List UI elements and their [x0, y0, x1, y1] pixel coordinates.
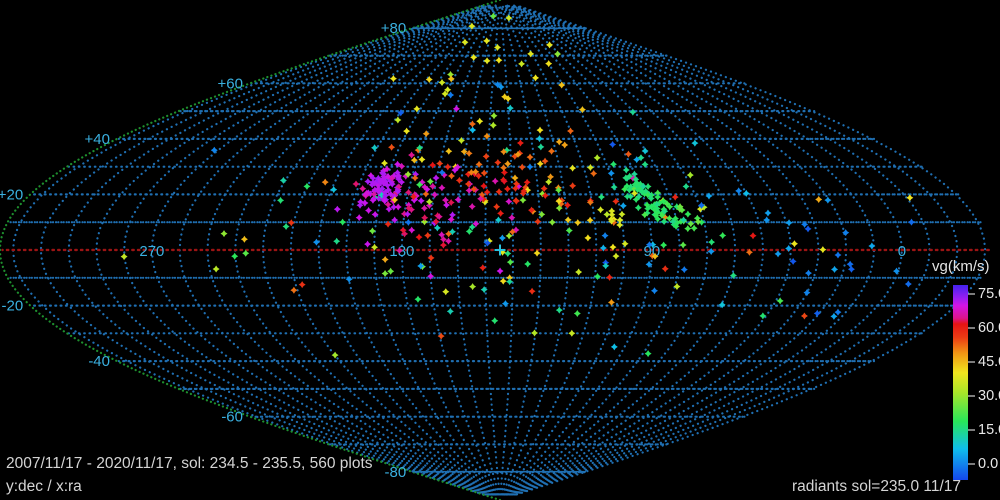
svg-text:vg(km/s): vg(km/s) [932, 258, 990, 275]
svg-text:+20: +20 [0, 186, 23, 203]
svg-text:-20: -20 [2, 298, 24, 315]
svg-text:-80: -80 [385, 464, 407, 481]
svg-text:0.0: 0.0 [978, 456, 998, 472]
svg-text:30.0: 30.0 [978, 388, 1000, 404]
svg-text:radiants sol=235.0 11/17: radiants sol=235.0 11/17 [792, 478, 961, 495]
svg-text:45.0: 45.0 [978, 354, 1000, 370]
svg-text:+40: +40 [85, 131, 110, 148]
svg-text:-40: -40 [88, 353, 110, 370]
svg-text:+80: +80 [381, 20, 406, 37]
svg-text:75.0: 75.0 [978, 286, 1000, 302]
svg-text:60.0: 60.0 [978, 320, 1000, 336]
svg-text:180: 180 [389, 243, 414, 260]
svg-text:-60: -60 [221, 409, 243, 426]
svg-text:270: 270 [139, 243, 164, 260]
svg-text:2007/11/17 - 2020/11/17, sol:: 2007/11/17 - 2020/11/17, sol: 234.5 - 23… [6, 455, 373, 472]
svg-text:y:dec / x:ra: y:dec / x:ra [6, 478, 82, 495]
svg-text:+60: +60 [218, 75, 243, 92]
svg-text:15.0: 15.0 [978, 422, 1000, 438]
svg-text:0: 0 [898, 243, 906, 260]
